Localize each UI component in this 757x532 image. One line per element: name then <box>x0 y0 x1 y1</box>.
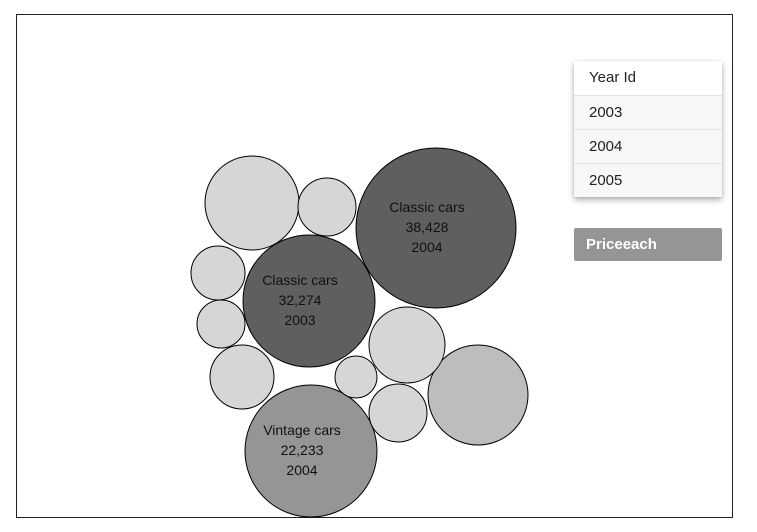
priceeach-measure-button[interactable]: Priceeach <box>574 228 722 261</box>
bubble-b4[interactable] <box>427 344 529 446</box>
bubble-label-classic-2003-category: Classic cars <box>262 272 337 288</box>
bubble-label-vintage-2004-year: 2004 <box>286 462 317 478</box>
bubble-label-classic-2004-value: 38,428 <box>406 219 449 235</box>
legend-title: Year Id <box>574 61 722 95</box>
bubble-b9[interactable] <box>196 299 246 349</box>
legend-item-2003[interactable]: 2003 <box>574 95 722 129</box>
bubble-b6[interactable] <box>368 306 446 384</box>
bubble-label-classic-2003-value: 32,274 <box>279 292 322 308</box>
bubble-label-vintage-2004-category: Vintage cars <box>263 422 341 438</box>
bubble-label-vintage-2004-value: 22,233 <box>281 442 324 458</box>
bubble-b12[interactable] <box>334 355 378 399</box>
bubble-label-classic-2004-category: Classic cars <box>389 199 464 215</box>
bubble-classic-2004[interactable] <box>355 147 517 309</box>
bubble-b11[interactable] <box>368 383 428 443</box>
bubble-label-classic-2004-year: 2004 <box>411 239 442 255</box>
bubble-classic-2003[interactable] <box>242 234 376 368</box>
bubble-label-classic-2003-year: 2003 <box>284 312 315 328</box>
legend-item-2004[interactable]: 2004 <box>574 129 722 163</box>
bubble-vintage-2004[interactable] <box>244 384 378 518</box>
bubble-b10[interactable] <box>297 177 357 237</box>
bubble-b5[interactable] <box>204 155 300 251</box>
bubble-b8[interactable] <box>190 245 246 301</box>
legend-item-2005[interactable]: 2005 <box>574 163 722 197</box>
bubble-b7[interactable] <box>209 344 275 410</box>
year-legend: Year Id 2003 2004 2005 <box>574 61 722 197</box>
